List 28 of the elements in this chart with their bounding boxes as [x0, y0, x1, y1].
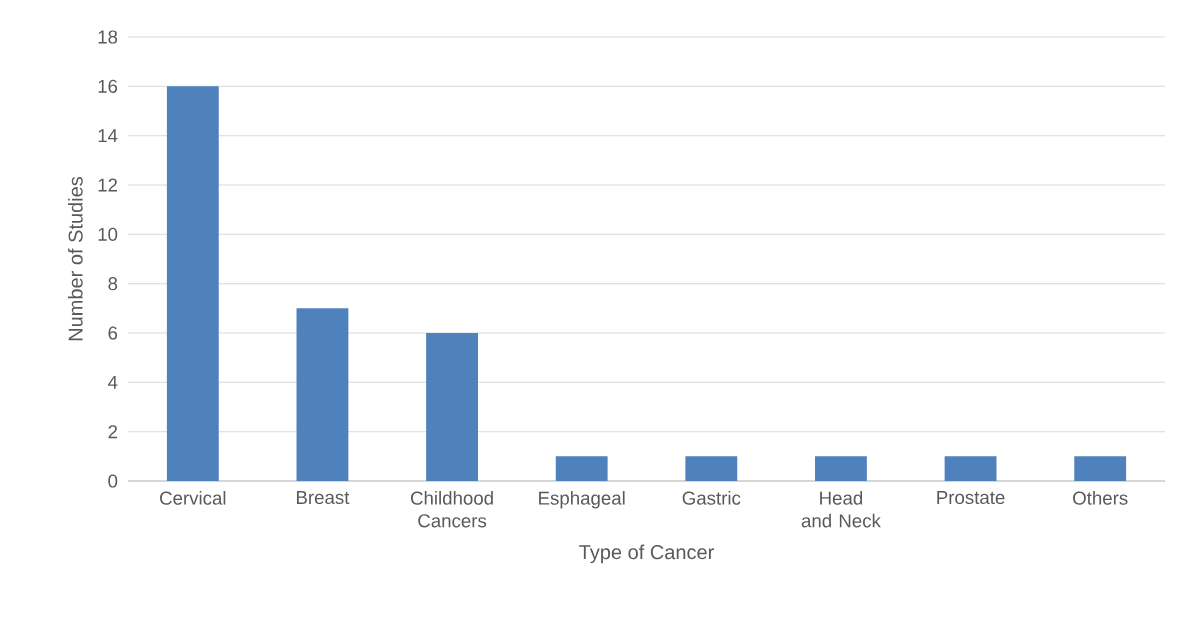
bar — [166, 86, 219, 481]
bar — [815, 456, 867, 481]
x-tick-label: Head and Neck — [801, 491, 881, 528]
y-tick-label: 2 — [108, 425, 118, 439]
x-axis-title: Type of Cancer — [579, 544, 714, 564]
y-tick-label: 14 — [98, 129, 118, 143]
bar — [426, 333, 478, 481]
bar — [555, 456, 608, 481]
y-tick-label: 6 — [108, 326, 118, 340]
bar — [685, 456, 738, 481]
y-tick-label: 0 — [108, 474, 118, 488]
y-tick-label: 16 — [98, 79, 118, 93]
x-tick-label: Gastric — [682, 491, 741, 505]
y-tick-label: 8 — [108, 277, 118, 291]
x-tick-label: Prostate — [937, 491, 1005, 505]
x-tick-label: Esphageal — [539, 491, 625, 509]
x-tick-label: Breast — [296, 491, 350, 505]
bar — [944, 456, 997, 481]
y-tick-label: 4 — [108, 375, 118, 389]
bar — [1074, 456, 1127, 481]
x-tick-label: Others — [1073, 491, 1128, 505]
y-tick-label: 12 — [98, 178, 118, 192]
y-axis-title: Number of Studies — [68, 176, 83, 341]
y-tick-label: 10 — [98, 227, 118, 241]
x-tick-label: Cervical — [160, 491, 226, 505]
x-tick-label: Childhood Cancers — [410, 491, 493, 528]
y-tick-label: 18 — [98, 30, 118, 44]
bar — [296, 308, 349, 481]
